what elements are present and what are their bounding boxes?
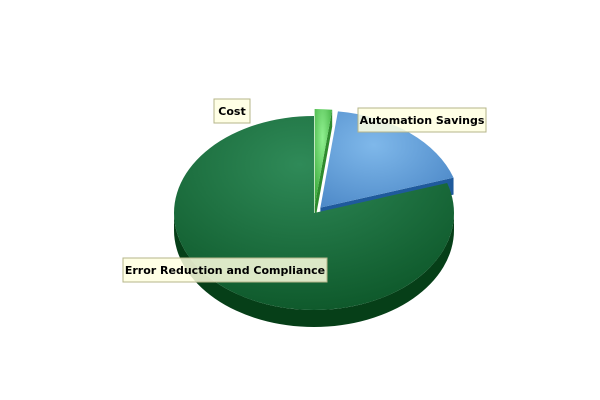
label-text-cost: Cost — [218, 105, 245, 118]
label-text-error-reduction-and-compliance: Error Reduction and Compliance — [125, 264, 325, 277]
label-text-automation-savings: Automation Savings — [360, 114, 485, 127]
label-error-reduction-and-compliance: Error Reduction and Compliance — [122, 257, 328, 283]
label-box-cost — [213, 98, 251, 124]
label-box-automation-savings — [357, 107, 487, 133]
label-automation-savings: Automation Savings — [357, 107, 487, 133]
slice-automation-savings[interactable] — [320, 111, 454, 208]
slice-face-cost — [314, 109, 333, 224]
label-box-error-reduction-and-compliance — [122, 257, 328, 283]
slice-cost[interactable] — [314, 109, 333, 207]
label-cost: Cost — [213, 98, 251, 124]
pie-labels: Cost Automation Savings Error Reduction an… — [122, 98, 487, 283]
slice-side-error-reduction-and-compliance — [174, 213, 454, 327]
